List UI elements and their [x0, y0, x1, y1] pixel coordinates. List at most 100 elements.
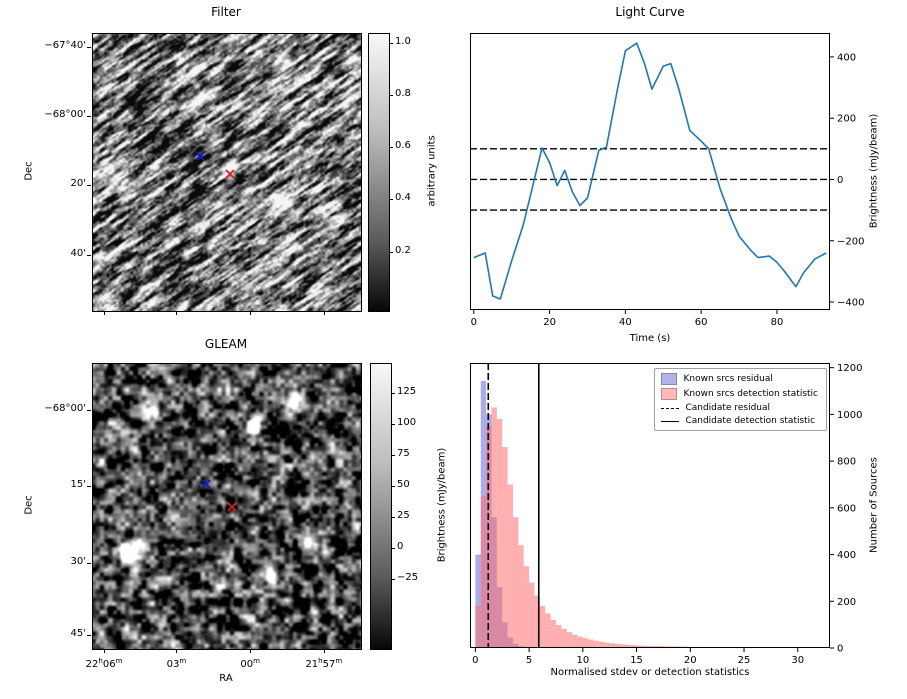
- light-curve-title: Light Curve: [615, 5, 685, 19]
- hist-bar-detection: [604, 642, 610, 648]
- filter-colorbar-label: arbitrary units: [426, 135, 438, 207]
- hist-bar-detection: [561, 628, 567, 648]
- legend-label: Candidate residual: [685, 403, 771, 413]
- tick-label: −67°40': [44, 39, 86, 51]
- tick-label: 20: [684, 655, 697, 666]
- gleam-colorbar-label: Brightness (mJy/beam): [436, 447, 448, 563]
- tick-label: 00m: [240, 655, 260, 671]
- hist-bar-detection: [491, 407, 497, 648]
- histogram-svg: 0 5 10 15 20 25 30 0 200 400 600 800 1000 1200: [470, 363, 862, 666]
- hist-bar-detection: [588, 639, 594, 648]
- tick-mark: [87, 635, 91, 637]
- red-x-marker: [227, 501, 238, 512]
- tick-mark: [87, 486, 91, 488]
- tick-label: −400: [837, 298, 864, 309]
- legend-label: Candidate detection statistic: [685, 416, 816, 426]
- blue-x-marker: [200, 478, 211, 489]
- tick-mark: [87, 410, 91, 412]
- colorbar-tick-label: 0.6: [395, 140, 411, 152]
- tick-label: 30: [791, 655, 804, 666]
- hist-bar-detection: [480, 496, 487, 648]
- hist-bar-residual: [475, 554, 481, 648]
- tick-label-part: 57: [322, 659, 336, 670]
- hist-bar-detection: [534, 595, 540, 648]
- tick-mark: [87, 562, 91, 564]
- gleam-image-axes: [92, 363, 362, 650]
- hist-bar-detection: [550, 619, 556, 648]
- tick-label: 25: [738, 655, 751, 666]
- colorbar-tick-mark: [391, 392, 395, 394]
- legend-entry: Candidate residual: [661, 403, 818, 413]
- hist-bar-detection: [539, 605, 546, 648]
- colorbar-tick-mark: [389, 251, 393, 253]
- tick-mark: [176, 311, 178, 315]
- tick-label: 45': [70, 628, 86, 640]
- legend: Known srcs residual Known srcs detection …: [654, 368, 827, 431]
- hist-bar-detection: [566, 632, 573, 648]
- tick-label: −68°00': [44, 403, 86, 415]
- tick-mark: [87, 46, 91, 48]
- tick-mark: [323, 311, 325, 315]
- gleam-dec-axis-label: Dec: [23, 495, 35, 515]
- light-curve-plot: 0 20 40 60 80 −400 −200 0 200 400: [470, 33, 864, 328]
- tick-mark: [104, 649, 106, 653]
- tick-label: 400: [837, 52, 856, 63]
- tick-label-part: 03: [166, 659, 180, 670]
- tick-label-part: m: [179, 657, 187, 665]
- hist-bar-detection: [523, 566, 530, 648]
- gleam-image: [93, 364, 361, 649]
- tick-label: 40: [619, 317, 632, 328]
- hist-bar-detection: [652, 645, 659, 648]
- hist-bar-detection: [636, 645, 642, 648]
- colorbar-tick-label: 100: [397, 416, 417, 428]
- hist-bar-detection: [620, 644, 626, 648]
- tick-label: 20: [543, 317, 556, 328]
- colorbar-tick-label: 0.4: [395, 191, 411, 203]
- hist-bar-detection: [582, 638, 589, 648]
- hist-bar-detection: [529, 582, 535, 648]
- time-axis-label: Time (s): [629, 333, 671, 344]
- tick-label: 1000: [837, 410, 862, 421]
- hist-bar-detection: [502, 447, 508, 648]
- axes-spine: [470, 363, 830, 648]
- hist-bar-detection: [641, 645, 648, 648]
- tick-label-part: 21: [305, 659, 319, 670]
- tick-label: 21h57m: [305, 655, 342, 671]
- filter-image-axes: [92, 33, 362, 312]
- tick-label: 10: [576, 655, 589, 666]
- legend-label: Known srcs detection statistic: [683, 389, 818, 399]
- legend-line-sample: [661, 420, 680, 422]
- filter-title: Filter: [211, 5, 241, 19]
- colorbar-tick-mark: [391, 517, 395, 519]
- light-curve-line: [473, 42, 827, 300]
- histogram-plot: 0 5 10 15 20 25 30 0 200 400 600 800 1000 1200 Known s…: [470, 363, 862, 666]
- tick-label: 200: [837, 114, 856, 125]
- hist-bar-detection: [496, 419, 503, 648]
- hist-bar-detection: [518, 545, 524, 648]
- tick-mark: [87, 185, 91, 187]
- colorbar-tick-label: 50: [397, 479, 410, 491]
- tick-label-part: h: [98, 657, 103, 665]
- tick-label: 03m: [167, 655, 187, 671]
- colorbar-tick-label: 25: [397, 510, 410, 522]
- tick-label-part: h: [318, 657, 323, 665]
- hist-bar-detection: [507, 484, 513, 648]
- colorbar-tick-label: 1.0: [395, 35, 411, 47]
- colorbar-tick-label: 0: [397, 541, 404, 553]
- tick-mark: [87, 254, 91, 256]
- tick-label: 20': [70, 178, 86, 190]
- light-curve-svg: 0 20 40 60 80 −400 −200 0 200 400: [470, 33, 864, 328]
- tick-label-part: 06: [102, 659, 116, 670]
- tick-label: 800: [837, 457, 856, 468]
- hist-bar-detection: [615, 643, 621, 648]
- colorbar-tick-mark: [389, 147, 393, 149]
- tick-label: −200: [837, 236, 864, 247]
- colorbar-tick-label: −25: [397, 572, 419, 584]
- tick-mark: [176, 649, 178, 653]
- colorbar-tick-mark: [389, 42, 393, 44]
- gleam-colorbar: [370, 363, 392, 650]
- hist-bar-detection: [577, 636, 583, 648]
- axes-spine: [470, 33, 830, 310]
- tick-mark: [104, 311, 106, 315]
